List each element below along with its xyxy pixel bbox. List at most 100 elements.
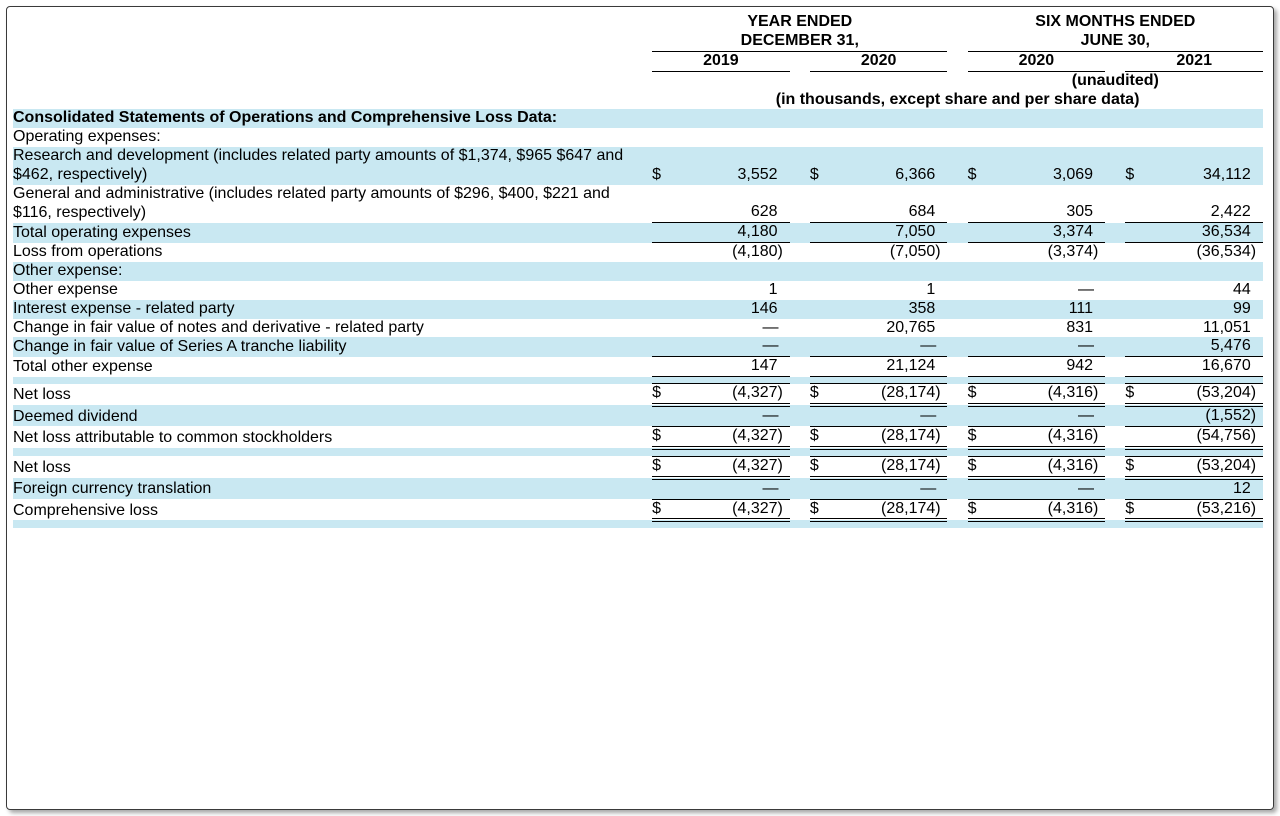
year-ended-sub: DECEMBER 31, — [741, 32, 859, 49]
fv-tranche-2021h: 5,476 — [1154, 337, 1251, 356]
deemed-2020: — — [838, 405, 935, 426]
net-loss-2-2019: (4,327 — [680, 456, 777, 477]
nls-common-2021h: (54,756 — [1154, 426, 1251, 447]
int-exp-2019: 146 — [680, 300, 777, 319]
deemed-2019: — — [680, 405, 777, 426]
financial-table-container: YEAR ENDED DECEMBER 31, SIX MONTHS ENDED… — [6, 6, 1274, 810]
fv-notes-2019: — — [680, 319, 777, 338]
int-exp-2020: 358 — [838, 300, 935, 319]
fv-tranche-2020h: — — [996, 337, 1093, 356]
total-opex-label: Total operating expenses — [13, 223, 652, 243]
net-loss-2-2021h: (53,204 — [1154, 456, 1251, 477]
net-loss-2-2020: (28,174 — [838, 456, 935, 477]
int-exp-2021h: 99 — [1154, 300, 1251, 319]
opex-label: Operating expenses: — [13, 128, 1263, 147]
rnd-sym-2020: $ — [810, 147, 838, 185]
col-2021h: 2021 — [1125, 51, 1263, 71]
int-exp-2020h: 111 — [996, 300, 1093, 319]
gna-2021h: 2,422 — [1154, 185, 1251, 223]
row-other-label: Other expense: — [13, 262, 1263, 281]
net-loss-1-2020: (28,174 — [838, 384, 935, 405]
units-note: (in thousands, except share and per shar… — [652, 91, 1263, 110]
other-exp-label: Other expense — [13, 281, 652, 300]
row-fv-tranche: Change in fair value of Series A tranche… — [13, 337, 1263, 356]
row-total-opex: Total operating expenses 4,180 7,050 3,3… — [13, 223, 1263, 243]
col-2020h: 2020 — [968, 51, 1106, 71]
total-other-label: Total other expense — [13, 357, 652, 377]
deemed-2020h: — — [996, 405, 1093, 426]
other-exp-2020: 1 — [838, 281, 935, 300]
comp-loss-2020h: (4,316 — [996, 499, 1093, 520]
header-period-groups: YEAR ENDED DECEMBER 31, SIX MONTHS ENDED… — [13, 13, 1263, 51]
fx-2020h: — — [996, 478, 1093, 499]
row-section-header: Consolidated Statements of Operations an… — [13, 109, 1263, 128]
row-opex-label: Operating expenses: — [13, 128, 1263, 147]
comp-loss-label: Comprehensive loss — [13, 499, 652, 520]
total-other-2020: 21,124 — [838, 357, 935, 377]
six-months-sub: JUNE 30, — [1081, 32, 1150, 49]
fv-tranche-2020: — — [838, 337, 935, 356]
total-opex-2020h: 3,374 — [996, 223, 1093, 243]
row-rnd: Research and development (includes relat… — [13, 147, 1263, 185]
header-years: 2019 2020 2020 2021 — [13, 51, 1263, 71]
row-net-loss-1: Net loss $ (4,327 ) $ (28,174 ) $ (4,316… — [13, 384, 1263, 405]
six-months-title: SIX MONTHS ENDED — [1035, 13, 1195, 30]
row-spacer-1 — [13, 377, 1263, 384]
fx-2020: — — [838, 478, 935, 499]
nls-common-2019: (4,327 — [680, 426, 777, 447]
row-loss-ops: Loss from operations (4,180) (7,050) (3,… — [13, 243, 1263, 262]
int-exp-label: Interest expense - related party — [13, 300, 652, 319]
loss-ops-2021h: (36,534 — [1154, 243, 1251, 262]
net-loss-2-label: Net loss — [13, 456, 652, 477]
fv-notes-2020h: 831 — [996, 319, 1093, 338]
deemed-label: Deemed dividend — [13, 405, 652, 426]
rnd-sym-2021h: $ — [1125, 147, 1153, 185]
section-header: Consolidated Statements of Operations an… — [13, 109, 1263, 128]
comp-loss-2020: (28,174 — [838, 499, 935, 520]
gna-2020h: 305 — [996, 185, 1093, 223]
fx-2019: — — [680, 478, 777, 499]
nls-common-label: Net loss attributable to common stockhol… — [13, 426, 652, 447]
other-exp-2019: 1 — [680, 281, 777, 300]
total-opex-2020: 7,050 — [838, 223, 935, 243]
fv-tranche-label: Change in fair value of Series A tranche… — [13, 337, 652, 356]
col-2020: 2020 — [810, 51, 948, 71]
comp-loss-2021h: (53,216 — [1154, 499, 1251, 520]
fv-notes-label: Change in fair value of notes and deriva… — [13, 319, 652, 338]
net-loss-1-2019: (4,327 — [680, 384, 777, 405]
total-other-2019: 147 — [680, 357, 777, 377]
rnd-sym-2019: $ — [652, 147, 680, 185]
year-ended-title: YEAR ENDED — [747, 13, 852, 30]
loss-ops-label: Loss from operations — [13, 243, 652, 262]
row-other-exp: Other expense 1 1 — 44 — [13, 281, 1263, 300]
row-spacer-3 — [13, 520, 1263, 528]
rnd-2020: 6,366 — [838, 147, 935, 185]
fv-tranche-2019: — — [680, 337, 777, 356]
loss-ops-2019: (4,180 — [680, 243, 777, 262]
loss-ops-2020h: (3,374 — [996, 243, 1093, 262]
row-spacer-2 — [13, 448, 1263, 457]
total-other-2021h: 16,670 — [1154, 357, 1251, 377]
total-opex-2019: 4,180 — [680, 223, 777, 243]
comp-loss-2019: (4,327 — [680, 499, 777, 520]
fv-notes-2020: 20,765 — [838, 319, 935, 338]
nls-common-2020: (28,174 — [838, 426, 935, 447]
row-gna: General and administrative (includes rel… — [13, 185, 1263, 223]
row-total-other: Total other expense 147 21,124 942 16,67… — [13, 357, 1263, 377]
nls-common-2020h: (4,316 — [996, 426, 1093, 447]
net-loss-1-2021h: (53,204 — [1154, 384, 1251, 405]
fx-2021h: 12 — [1154, 478, 1251, 499]
rnd-label: Research and development (includes relat… — [13, 147, 652, 185]
rnd-2021h: 34,112 — [1154, 147, 1251, 185]
gna-2019: 628 — [680, 185, 777, 223]
net-loss-2-2020h: (4,316 — [996, 456, 1093, 477]
row-fx: Foreign currency translation — — — 12 — [13, 478, 1263, 499]
deemed-2021h: (1,552 — [1154, 405, 1251, 426]
net-loss-1-label: Net loss — [13, 384, 652, 405]
row-fv-notes: Change in fair value of notes and deriva… — [13, 319, 1263, 338]
col-2019: 2019 — [652, 51, 790, 71]
row-net-loss-2: Net loss $ (4,327 ) $ (28,174 ) $ (4,316… — [13, 456, 1263, 477]
page: YEAR ENDED DECEMBER 31, SIX MONTHS ENDED… — [0, 0, 1280, 816]
row-deemed: Deemed dividend — — — (1,552) — [13, 405, 1263, 426]
row-nls-common: Net loss attributable to common stockhol… — [13, 426, 1263, 447]
